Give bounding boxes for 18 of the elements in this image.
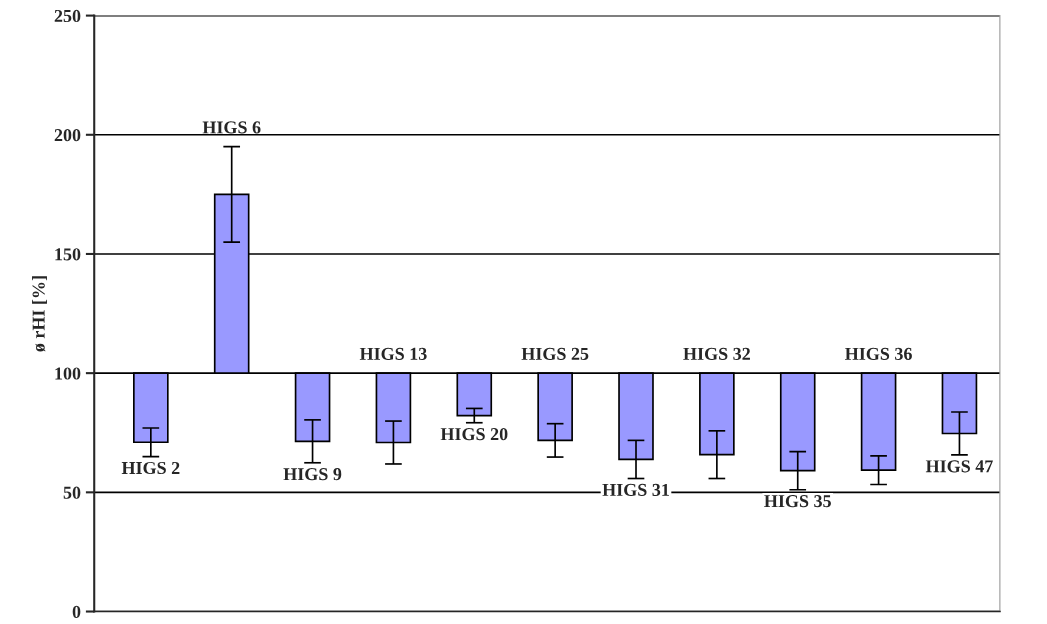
y-tick-label: 100 [55,367,81,380]
x-tick-label: HIGS 47 [925,460,993,473]
y-tick-label: 0 [72,605,81,618]
x-tick-label: HIGS 31 [602,483,669,496]
x-tick-label: HIGS 13 [359,347,427,360]
y-axis-title: ø rHI [%] [32,276,47,352]
x-tick-label: HIGS 2 [121,461,180,475]
y-tick-label: 250 [54,9,81,23]
x-tick-label: HIGS 25 [521,347,589,360]
x-tick-label: HIGS 20 [440,428,508,441]
x-tick-label: HIGS 9 [283,468,342,481]
x-tick-label: HIGS 36 [845,347,912,360]
y-tick-label: 200 [54,129,81,142]
y-tick-label: 50 [63,486,81,499]
x-tick-label: HIGS 32 [683,347,750,360]
y-tick-label: 150 [55,248,81,261]
x-tick-label: HIGS 35 [764,495,831,508]
x-tick-label: HIGS 6 [202,121,261,134]
